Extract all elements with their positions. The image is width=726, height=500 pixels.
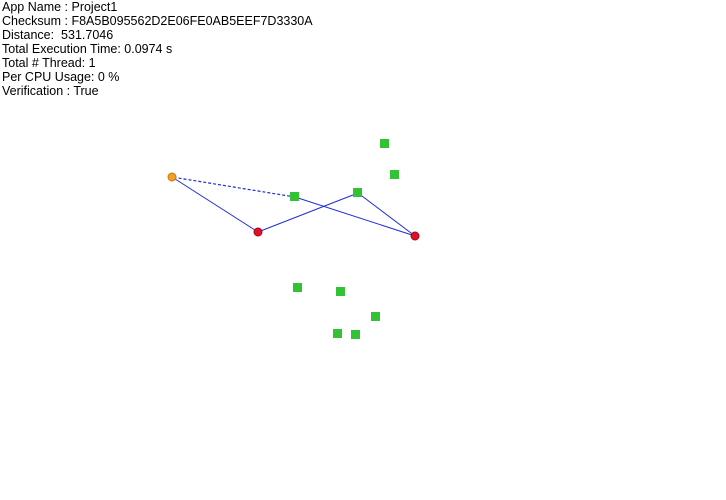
info-panel: App Name : Project1 Checksum : F8A5B0955… [2, 0, 313, 98]
unvisited-node [371, 312, 380, 321]
unvisited-node [380, 139, 389, 148]
unvisited-node [290, 192, 299, 201]
distance-label: Distance: 531.7046 [2, 28, 114, 42]
unvisited-node [293, 283, 302, 292]
route-segment [257, 192, 359, 233]
unvisited-node [333, 329, 342, 338]
unvisited-node [336, 287, 345, 296]
unvisited-node [390, 170, 399, 179]
route-segment [294, 196, 416, 237]
visited-node [253, 227, 263, 237]
checksum-label: Checksum : F8A5B095562D2E06FE0AB5EEF7D33… [2, 14, 313, 28]
start-node [167, 172, 177, 182]
app-name-label: App Name : Project1 [2, 0, 118, 14]
route-segment-pending [171, 176, 296, 198]
unvisited-node [353, 188, 362, 197]
execution-time-label: Total Execution Time: 0.0974 s [2, 42, 173, 56]
route-segment [357, 192, 416, 237]
thread-count-label: Total # Thread: 1 [2, 56, 96, 70]
unvisited-node [351, 330, 360, 339]
verification-label: Verification : True [2, 84, 99, 98]
visited-node [410, 231, 420, 241]
cpu-usage-label: Per CPU Usage: 0 % [2, 70, 120, 84]
route-segment [171, 176, 259, 233]
